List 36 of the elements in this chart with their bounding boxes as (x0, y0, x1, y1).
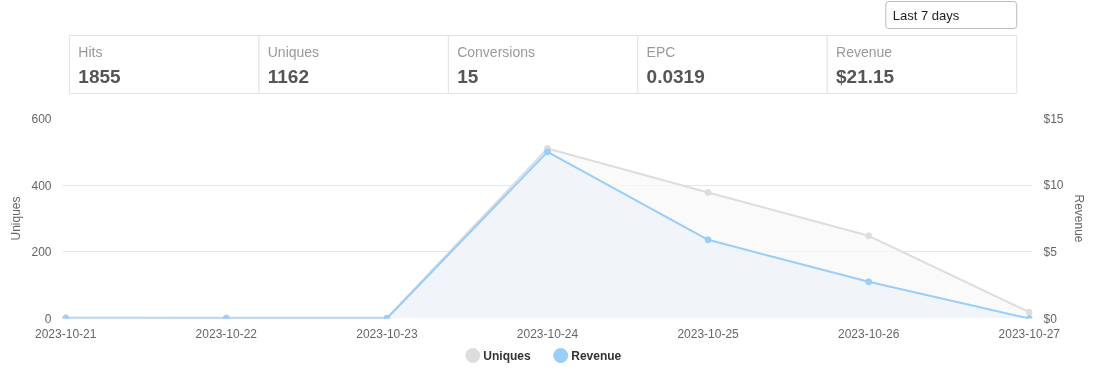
x-tick-label: 2023-10-26 (838, 326, 900, 341)
category-label: EPC (646, 43, 676, 60)
y-tick-label: 0 (44, 312, 52, 326)
point (1025, 308, 1033, 316)
x-tick-label: 2023-10-25 (677, 326, 740, 341)
x-tick-label: 2023-10-23 (356, 326, 418, 341)
x-tick-label: 2023-10-24 (516, 326, 579, 341)
category-label: Hits (78, 43, 103, 60)
x-tick-label: 2023-10-27 (998, 326, 1061, 341)
y-tick-label: 200 (31, 245, 52, 260)
text: $21.15 (836, 66, 895, 87)
point (544, 148, 551, 156)
legend-label: Revenue (571, 348, 622, 363)
x-tick-label: 2023-10-22 (195, 326, 258, 341)
y2-tick-label: $5 (1043, 244, 1058, 259)
y2-axis-title: Revenue (1071, 194, 1086, 243)
point (704, 189, 712, 196)
y-tick-label: 600 (31, 112, 52, 126)
category-label: Uniques (267, 43, 320, 60)
y2-tick-label: $15 (1043, 111, 1064, 126)
text: 1855 (78, 66, 121, 87)
y-axis-title: Uniques (9, 196, 24, 241)
y-tick-label: 400 (31, 178, 52, 193)
legend-label: Uniques (483, 348, 532, 363)
x-tick-label: 2023-10-21 (35, 326, 97, 341)
text: 1162 (267, 66, 309, 87)
point (865, 278, 873, 286)
category-label: Revenue (836, 43, 893, 60)
category-label: Conversions (457, 43, 536, 60)
y2-tick-label: $0 (1043, 311, 1058, 326)
text: Last 7 days (892, 8, 960, 23)
text: 0.0319 (646, 66, 705, 87)
point (704, 236, 712, 244)
text: 15 (457, 66, 479, 87)
y2-tick-label: $10 (1043, 178, 1064, 193)
point (865, 232, 873, 240)
